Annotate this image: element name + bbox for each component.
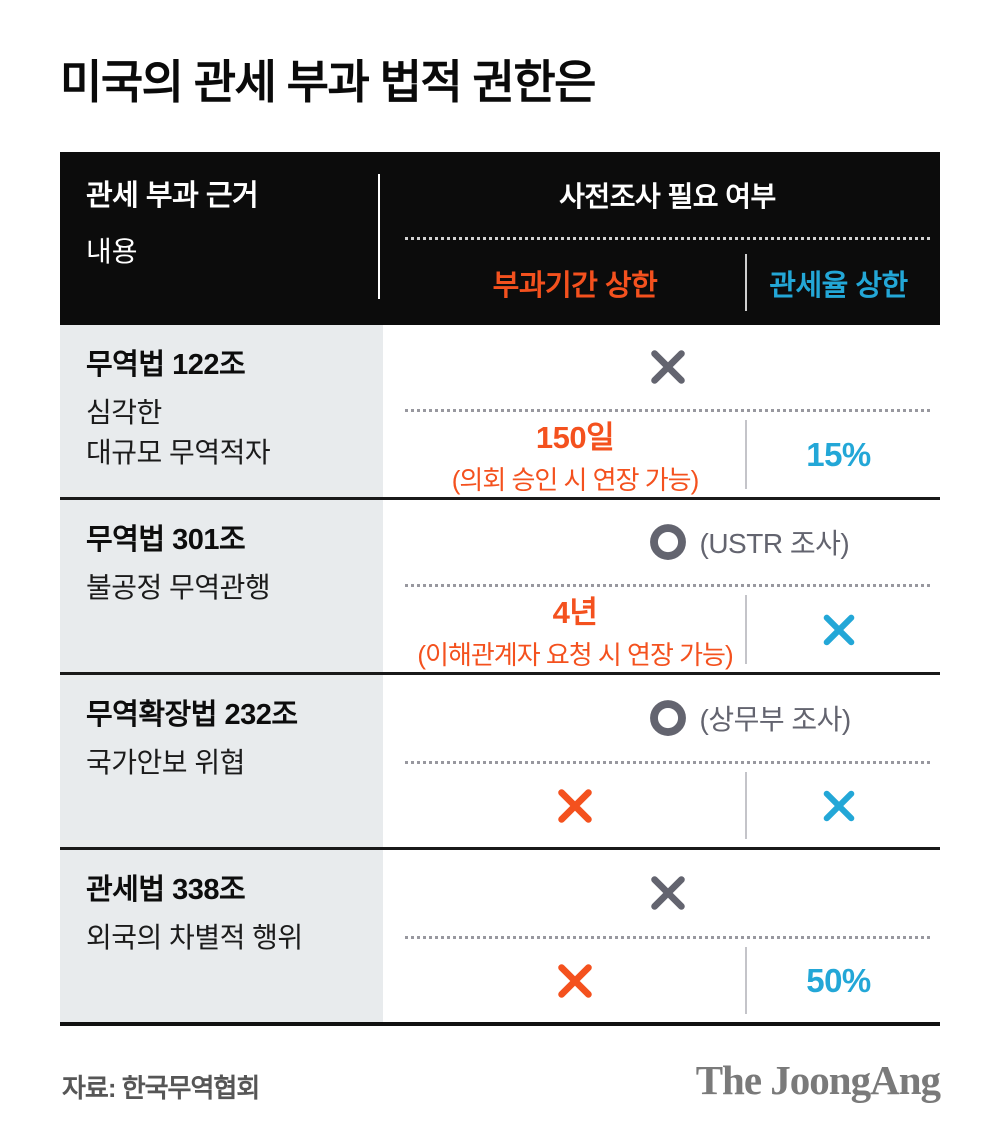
period-value: 4년 [552,595,598,630]
row4-investigation-cell [405,850,930,936]
header-basis-sub: 내용 [86,236,138,267]
row4-dotted-divider [405,936,930,939]
law-name: 무역법 122조 [86,349,246,381]
row3-sub-divider [745,772,747,839]
row-separator [60,497,940,500]
row1-body: 150일 (의회 승인 시 연장 가능) 15% [383,325,940,497]
x-mark-icon [818,609,860,651]
row3-body: (상무부 조사) [383,675,940,847]
rate-value: 50% [806,961,871,999]
header-basis-title: 관세 부과 근거 [86,180,259,212]
table-row: 무역법 301조 불공정 무역관행 (USTR 조사) 4년 (이해관계자 요청… [60,500,940,672]
investigation-note: (상무부 조사) [699,704,852,735]
table-header: 관세 부과 근거 내용 사전조사 필요 여부 부과기간 상한 관세율 상한 [60,152,940,325]
row3-label-cell: 무역확장법 232조 국가안보 위협 [60,675,383,847]
row3-period-cell [405,783,745,829]
period-note: (의회 승인 시 연장 가능) [451,465,699,495]
tariff-authority-table: 관세 부과 근거 내용 사전조사 필요 여부 부과기간 상한 관세율 상한 무역… [60,152,940,1026]
row1-period-cell: 150일 (의회 승인 시 연장 가능) [405,412,745,497]
row1-limits: 150일 (의회 승인 시 연장 가능) 15% [405,412,930,497]
header-rate-label: 관세율 상한 [769,269,908,302]
x-mark-icon [552,958,598,1004]
row-separator [60,672,940,675]
law-desc-line1: 불공정 무역관행 [86,572,271,603]
row3-investigation-cell: (상무부 조사) [405,675,930,761]
row4-body: 50% [383,850,940,1022]
source-label: 자료: 한국무역협회 [62,1073,260,1103]
law-desc: 심각한 대규모 무역적자 [86,393,365,473]
header-investigation-cell: 사전조사 필요 여부 부과기간 상한 관세율 상한 [383,152,940,325]
header-sub-divider [745,254,747,311]
page-title: 미국의 관세 부과 법적 권한은 [60,56,596,108]
row1-sub-divider [745,420,747,489]
law-desc: 불공정 무역관행 [86,568,365,608]
row1-investigation-cell [405,325,930,409]
law-name: 무역법 301조 [86,524,246,556]
law-desc-line1: 국가안보 위협 [86,747,245,778]
period-value: 150일 [535,420,615,455]
x-mark-icon [645,870,691,916]
law-desc: 외국의 차별적 행위 [86,918,365,958]
rate-value: 15% [806,435,871,473]
x-mark-icon [818,785,860,827]
header-investigation-title: 사전조사 필요 여부 [559,180,776,212]
row4-sub-divider [745,947,747,1014]
row2-investigation-cell: (USTR 조사) [405,500,930,584]
header-period-label: 부과기간 상한 [492,269,658,302]
row1-rate-cell: 15% [747,436,930,474]
row1-dotted-divider [405,409,930,412]
x-mark-icon [645,344,691,390]
row3-limits [405,764,930,847]
law-desc-line1: 심각한 [86,397,162,428]
row4-label-cell: 관세법 338조 외국의 차별적 행위 [60,850,383,1022]
row3-dotted-divider [405,761,930,764]
row-separator [60,847,940,850]
o-mark-icon [647,521,689,563]
row3-rate-cell [747,785,930,827]
row4-rate-cell: 50% [747,962,930,1000]
table-row: 관세법 338조 외국의 차별적 행위 [60,850,940,1022]
law-desc-line1: 외국의 차별적 행위 [86,922,303,953]
header-sub-columns: 부과기간 상한 관세율 상한 [405,240,930,325]
o-mark-icon [647,697,689,739]
row2-limits: 4년 (이해관계자 요청 시 연장 가능) [405,587,930,672]
x-mark-icon [552,783,598,829]
joongang-logo: The JoongAng [695,1057,941,1103]
law-desc-line2: 대규모 무역적자 [86,436,271,468]
row2-sub-divider [745,595,747,664]
row2-label-cell: 무역법 301조 불공정 무역관행 [60,500,383,672]
row2-dotted-divider [405,584,930,587]
row1-label-cell: 무역법 122조 심각한 대규모 무역적자 [60,325,383,497]
table-row: 무역확장법 232조 국가안보 위협 (상무부 조사) [60,675,940,847]
row2-rate-cell [747,609,930,651]
header-dotted-divider [405,237,930,240]
period-note: (이해관계자 요청 시 연장 가능) [417,640,733,670]
law-name: 무역확장법 232조 [86,699,298,731]
header-basis-cell: 관세 부과 근거 내용 [60,152,383,325]
row2-period-cell: 4년 (이해관계자 요청 시 연장 가능) [405,587,745,672]
row4-period-cell [405,958,745,1004]
row2-body: (USTR 조사) 4년 (이해관계자 요청 시 연장 가능) [383,500,940,672]
investigation-note: (USTR 조사) [699,528,850,559]
row4-limits: 50% [405,939,930,1022]
header-vertical-divider [378,174,380,299]
law-desc: 국가안보 위협 [86,743,365,783]
law-name: 관세법 338조 [86,874,246,906]
table-bottom-border [60,1022,940,1026]
table-row: 무역법 122조 심각한 대규모 무역적자 150일 (의회 승인 시 연장 가… [60,325,940,497]
